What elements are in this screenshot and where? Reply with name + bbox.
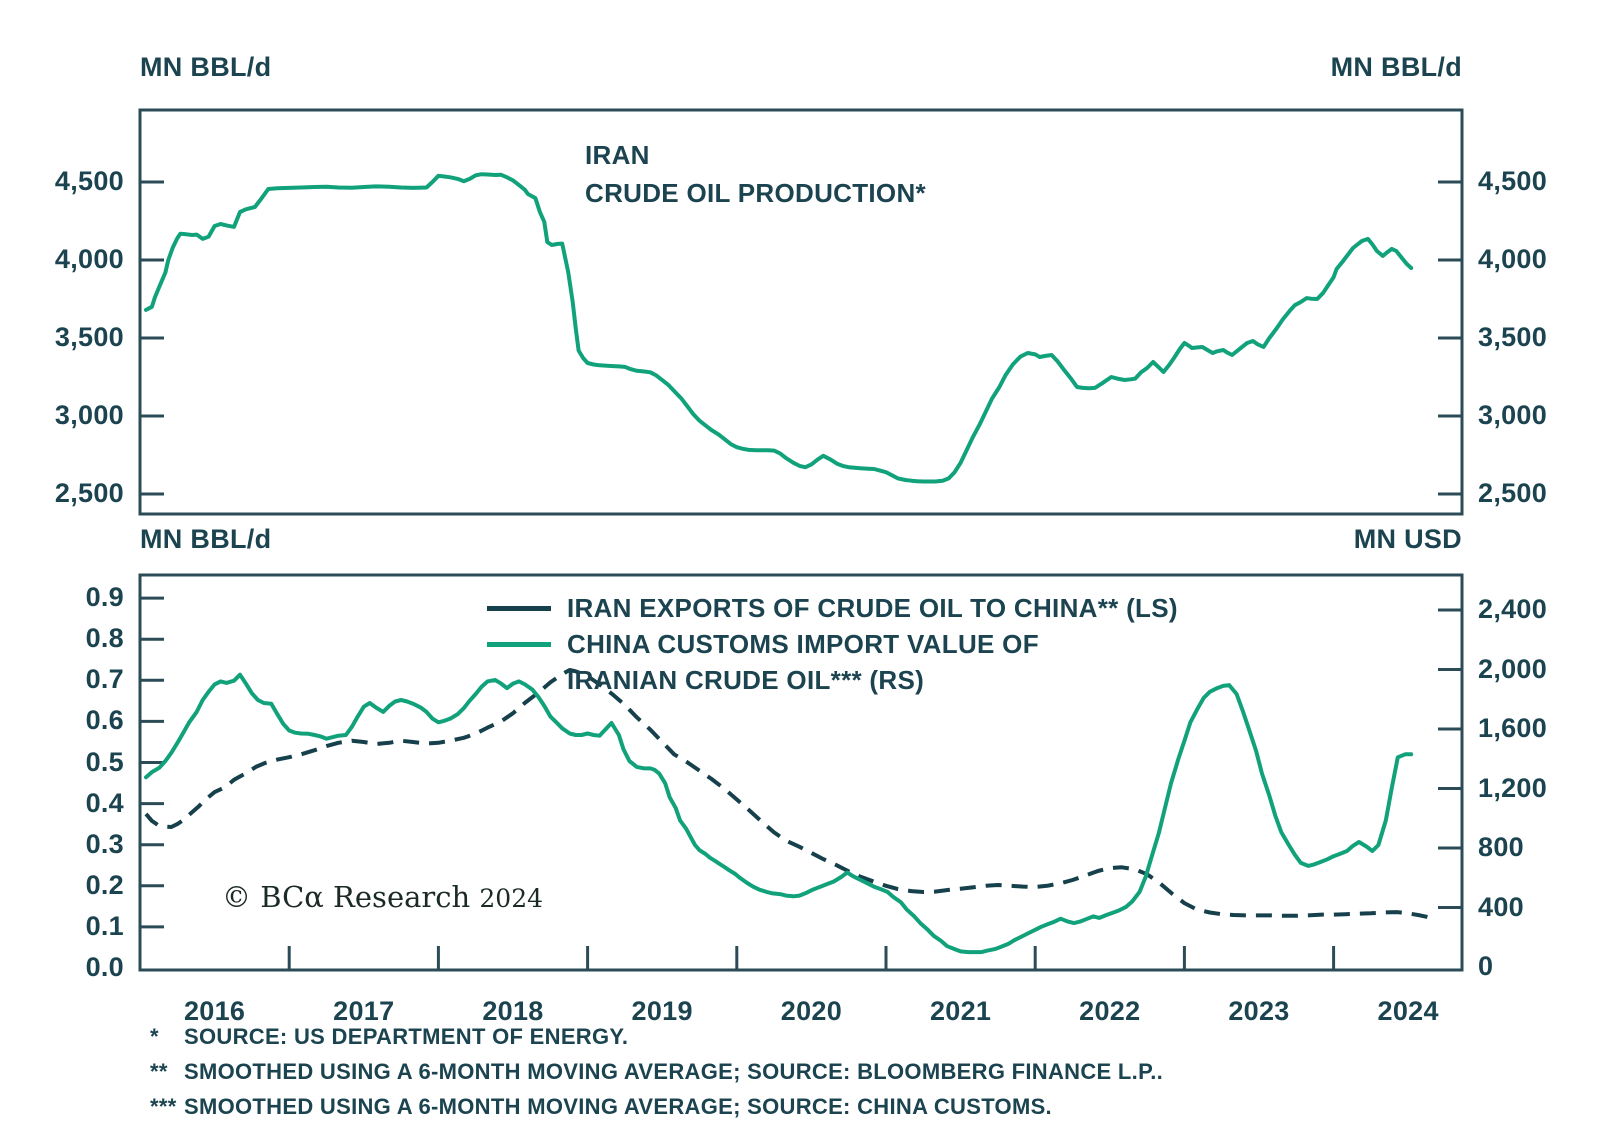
year-label: 2021: [929, 996, 992, 1026]
bottom-ytick-label-right: 1,200: [1478, 772, 1548, 803]
top-ytick-label-left: 4,500: [54, 166, 124, 196]
footnote-text: SOURCE: US DEPARTMENT OF ENERGY.: [184, 1024, 629, 1049]
top-chart-title-line1: IRAN: [585, 140, 650, 170]
year-label: 2017: [333, 996, 395, 1026]
top-ytick-label-right: 4,000: [1478, 244, 1548, 274]
imports-value-line: [144, 672, 1414, 955]
bottom-ytick-label-left: 0.3: [85, 828, 124, 859]
imports-line-swatch-icon: [487, 641, 551, 647]
bottom-ytick-label-left: 0.6: [85, 705, 124, 736]
top-ytick-label-right: 4,500: [1478, 166, 1548, 196]
year-label: 2020: [780, 996, 843, 1026]
top-chart-title-line2: CRUDE OIL PRODUCTION*: [585, 178, 926, 208]
footnote-marker: **: [150, 1059, 168, 1084]
top-ytick-label-left: 4,000: [54, 244, 124, 274]
bca-watermark: © BCα Research 2024: [222, 880, 543, 914]
bottom-panel-unit-left: MN BBL/d: [140, 524, 272, 554]
year-label: 2018: [482, 996, 544, 1026]
exports-line-swatch-icon: [487, 605, 551, 611]
top-ytick-label-right: 3,000: [1478, 400, 1548, 430]
bottom-ytick-label-left: 0.8: [85, 623, 124, 654]
year-label: 2024: [1377, 996, 1439, 1026]
bottom-ytick-label-right: 2,400: [1478, 594, 1548, 624]
watermark-text: © BCα Research: [222, 880, 471, 914]
top-ytick-label-left: 2,500: [54, 478, 124, 508]
bottom-ytick-label-left: 0.2: [85, 869, 124, 900]
year-label: 2022: [1079, 996, 1141, 1026]
year-label: 2019: [631, 996, 693, 1026]
production-line: [144, 172, 1414, 484]
bottom-ytick-label-right: 400: [1478, 891, 1524, 922]
top-ytick-label-left: 3,000: [54, 400, 124, 430]
top-ytick-label-right: 3,500: [1478, 322, 1548, 352]
exports-dashed-line: [144, 668, 1429, 919]
year-label: 2023: [1228, 996, 1290, 1026]
footnote-marker: *: [150, 1024, 159, 1049]
top-panel-unit-right: MN BBL/d: [1330, 52, 1462, 82]
legend-label-imports-line1: CHINA CUSTOMS IMPORT VALUE OF: [567, 628, 1039, 659]
watermark-year: 2024: [479, 884, 544, 913]
footnote-text: SMOOTHED USING A 6-MONTH MOVING AVERAGE;…: [184, 1059, 1164, 1084]
bottom-ytick-label-right: 2,000: [1478, 653, 1548, 684]
footnote-row: ** SMOOTHED USING A 6-MONTH MOVING AVERAG…: [150, 1059, 1163, 1085]
footnote-row: * SOURCE: US DEPARTMENT OF ENERGY.: [150, 1024, 1163, 1050]
footnote-marker: ***: [150, 1094, 177, 1119]
bottom-ytick-label-right: 0: [1478, 951, 1494, 981]
top-ytick-label-right: 2,500: [1478, 478, 1548, 508]
year-label: 2016: [183, 996, 246, 1026]
bottom-ytick-label-right: 1,600: [1478, 713, 1548, 743]
footnotes: * SOURCE: US DEPARTMENT OF ENERGY. ** SMOOT…: [150, 1024, 1163, 1129]
legend-label-exports: IRAN EXPORTS OF CRUDE OIL TO CHINA** (LS…: [567, 592, 1178, 623]
top-panel-unit-left: MN BBL/d: [140, 52, 272, 82]
bottom-ytick-label-left: 0.0: [85, 952, 124, 982]
legend-row-imports: CHINA CUSTOMS IMPORT VALUE OF: [487, 626, 1039, 662]
bottom-panel-border: [138, 573, 1464, 972]
bottom-ytick-label-left: 0.7: [85, 664, 124, 695]
legend-row-exports: IRAN EXPORTS OF CRUDE OIL TO CHINA** (LS…: [487, 590, 1178, 626]
footnote-text: SMOOTHED USING A 6-MONTH MOVING AVERAGE;…: [184, 1094, 1052, 1119]
legend-label-imports-line2: IRANIAN CRUDE OIL*** (RS): [567, 664, 925, 695]
top-panel-border: [138, 108, 1464, 516]
legend-row-imports-cont: IRANIAN CRUDE OIL*** (RS): [567, 662, 924, 698]
bottom-ytick-label-left: 0.5: [85, 746, 124, 777]
bottom-ytick-label-left: 0.9: [85, 582, 124, 613]
bottom-ytick-label-left: 0.4: [85, 787, 124, 818]
bottom-ytick-label-right: 800: [1478, 832, 1524, 862]
footnote-row: *** SMOOTHED USING A 6-MONTH MOVING AVERA…: [150, 1094, 1163, 1120]
bottom-panel-unit-right: MN USD: [1353, 524, 1462, 554]
top-ytick-label-left: 3,500: [54, 322, 124, 352]
bottom-ytick-label-left: 0.1: [85, 910, 124, 941]
